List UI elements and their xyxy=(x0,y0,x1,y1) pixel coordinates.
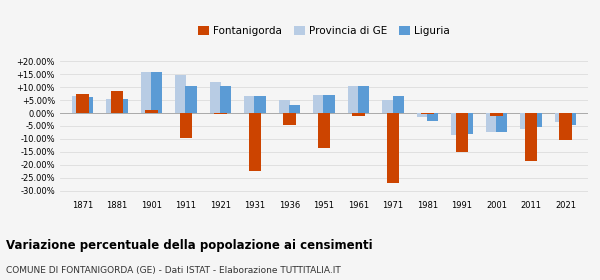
Bar xyxy=(323,95,335,113)
Bar xyxy=(559,113,572,140)
Bar xyxy=(485,113,497,132)
Bar xyxy=(530,113,542,127)
Bar xyxy=(145,110,158,113)
Bar xyxy=(358,86,370,113)
Legend: Fontanigorda, Provincia di GE, Liguria: Fontanigorda, Provincia di GE, Liguria xyxy=(194,22,454,40)
Bar xyxy=(496,113,508,132)
Bar xyxy=(278,100,290,113)
Bar xyxy=(82,97,94,113)
Bar xyxy=(151,72,163,113)
Bar xyxy=(392,96,404,113)
Bar xyxy=(520,113,532,129)
Bar xyxy=(283,113,296,125)
Bar xyxy=(456,113,468,152)
Bar xyxy=(244,96,256,113)
Bar xyxy=(220,86,232,113)
Bar xyxy=(416,113,428,117)
Bar xyxy=(214,113,227,114)
Bar xyxy=(421,113,434,114)
Bar xyxy=(313,95,325,113)
Bar xyxy=(111,91,123,113)
Text: COMUNE DI FONTANIGORDA (GE) - Dati ISTAT - Elaborazione TUTTITALIA.IT: COMUNE DI FONTANIGORDA (GE) - Dati ISTAT… xyxy=(6,266,341,275)
Bar xyxy=(175,75,187,113)
Bar xyxy=(382,100,394,113)
Bar xyxy=(180,113,192,138)
Bar xyxy=(289,105,301,113)
Bar xyxy=(427,113,439,121)
Bar xyxy=(352,113,365,116)
Bar xyxy=(525,113,537,161)
Bar xyxy=(140,72,152,113)
Bar xyxy=(254,96,266,113)
Bar xyxy=(387,113,399,183)
Bar xyxy=(249,113,261,171)
Bar xyxy=(76,94,89,113)
Bar xyxy=(347,86,359,113)
Bar xyxy=(554,113,566,122)
Bar xyxy=(185,86,197,113)
Bar xyxy=(209,82,221,113)
Bar xyxy=(318,113,330,148)
Bar xyxy=(461,113,473,134)
Bar xyxy=(116,99,128,113)
Text: Variazione percentuale della popolazione ai censimenti: Variazione percentuale della popolazione… xyxy=(6,239,373,252)
Bar xyxy=(490,113,503,116)
Bar xyxy=(106,99,118,113)
Bar xyxy=(71,96,83,113)
Bar xyxy=(565,113,577,125)
Bar xyxy=(451,113,463,135)
